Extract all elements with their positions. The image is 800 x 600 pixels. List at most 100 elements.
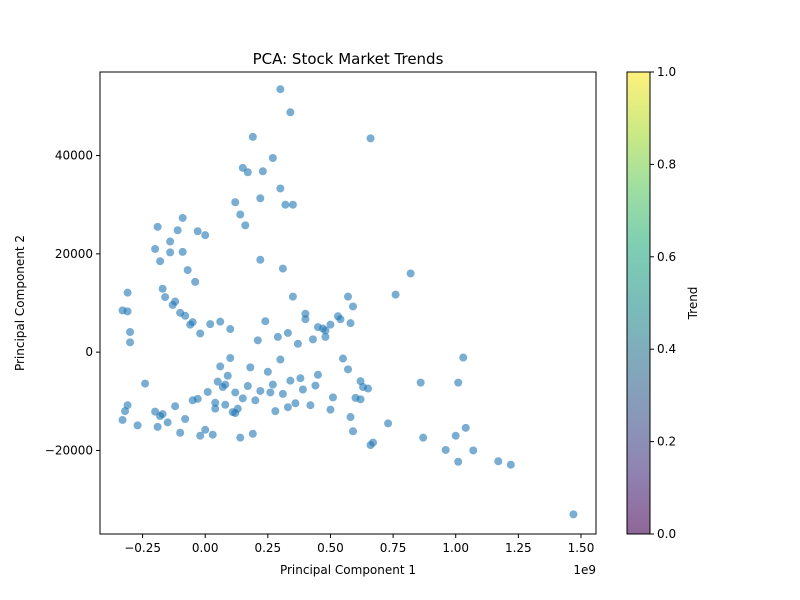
scatter-point bbox=[213, 377, 222, 386]
x-tick-label: 1.25 bbox=[505, 541, 532, 555]
scatter-point bbox=[193, 394, 202, 403]
scatter-point bbox=[183, 266, 192, 275]
scatter-point bbox=[141, 379, 150, 388]
scatter-point bbox=[366, 134, 375, 143]
scatter-point bbox=[391, 290, 400, 299]
scatter-point bbox=[246, 363, 255, 372]
y-tick-label: 20000 bbox=[55, 247, 93, 261]
colorbar-tick-label: 0.0 bbox=[657, 527, 676, 541]
scatter-point bbox=[268, 154, 277, 163]
scatter-point bbox=[118, 415, 127, 424]
scatter-point bbox=[271, 407, 280, 416]
scatter-point bbox=[178, 247, 187, 256]
scatter-point bbox=[181, 414, 190, 423]
scatter-point bbox=[268, 380, 277, 389]
scatter-point bbox=[461, 423, 470, 432]
scatter-point bbox=[151, 244, 160, 253]
scatter-point bbox=[226, 325, 235, 334]
x-tick-label: 0.75 bbox=[380, 541, 407, 555]
scatter-point bbox=[203, 387, 212, 396]
scatter-point bbox=[278, 264, 287, 273]
scatter-point bbox=[291, 399, 300, 408]
scatter-point bbox=[569, 510, 578, 519]
scatter-point bbox=[253, 336, 262, 345]
plot-frame bbox=[99, 71, 597, 535]
scatter-point bbox=[349, 427, 358, 436]
y-axis-label: Principal Component 2 bbox=[13, 235, 27, 371]
y-tick-label: 40000 bbox=[55, 149, 93, 163]
scatter-point bbox=[153, 222, 162, 231]
scatter-point bbox=[293, 339, 302, 348]
scatter-point bbox=[176, 428, 185, 437]
scatter-point bbox=[356, 395, 365, 404]
scatter-point bbox=[158, 410, 167, 419]
scatter-point bbox=[283, 328, 292, 337]
scatter-point bbox=[178, 213, 187, 222]
y-tick-label: −20000 bbox=[45, 443, 93, 457]
x-tick-label: 0.50 bbox=[317, 541, 344, 555]
scatter-point bbox=[384, 419, 393, 428]
scatter-point bbox=[223, 371, 232, 380]
scatter-point bbox=[494, 457, 503, 466]
scatter-point bbox=[226, 354, 235, 363]
scatter-point bbox=[276, 184, 285, 193]
scatter-point bbox=[276, 355, 285, 364]
scatter-point bbox=[238, 394, 247, 403]
scatter-point bbox=[196, 329, 205, 338]
scatter-point bbox=[506, 460, 515, 469]
scatter-point bbox=[156, 257, 165, 266]
scatter-point bbox=[166, 248, 175, 257]
scatter-point bbox=[241, 221, 250, 230]
scatter-point bbox=[166, 237, 175, 246]
scatter-point bbox=[298, 385, 307, 394]
colorbar-tick-label: 0.8 bbox=[657, 157, 676, 171]
scatter-point bbox=[221, 400, 230, 409]
scatter-point bbox=[263, 367, 272, 376]
scatter-point bbox=[313, 370, 322, 379]
y-axis-ticks: −20000 0 20000 40000 bbox=[45, 149, 100, 457]
scatter-point bbox=[196, 431, 205, 440]
scatter-point bbox=[306, 401, 315, 410]
x-axis-label: Principal Component 1 bbox=[280, 563, 416, 577]
scatter-point bbox=[346, 413, 355, 422]
scatter-point bbox=[296, 374, 305, 383]
scatter-point bbox=[288, 292, 297, 301]
scatter-point bbox=[216, 317, 225, 326]
scatter-point bbox=[248, 132, 257, 141]
scatter-point bbox=[301, 315, 310, 324]
scatter-point bbox=[153, 422, 162, 431]
scatter-point bbox=[208, 430, 217, 439]
scatter-point bbox=[326, 405, 335, 414]
scatter-point bbox=[231, 198, 240, 207]
scatter-point bbox=[278, 389, 287, 398]
scatter-point bbox=[133, 421, 142, 430]
scatter-points bbox=[118, 85, 578, 519]
scatter-point bbox=[266, 388, 275, 397]
scatter-point bbox=[248, 429, 257, 438]
scatter-point bbox=[273, 332, 282, 341]
scatter-point bbox=[231, 388, 240, 397]
x-tick-label: 0.25 bbox=[254, 541, 281, 555]
scatter-point bbox=[338, 354, 347, 363]
scatter-point bbox=[243, 382, 252, 391]
scatter-point bbox=[454, 457, 463, 466]
scatter-point bbox=[256, 255, 265, 264]
scatter-point bbox=[441, 445, 450, 454]
scatter-point bbox=[211, 404, 220, 413]
y-tick-label: 0 bbox=[85, 345, 93, 359]
x-tick-label: 1.00 bbox=[442, 541, 469, 555]
colorbar-label: Trend bbox=[686, 287, 700, 321]
scatter-point bbox=[283, 403, 292, 412]
scatter-point bbox=[201, 231, 210, 240]
scatter-point bbox=[171, 297, 180, 306]
scatter-point bbox=[459, 353, 468, 362]
scatter-point bbox=[346, 319, 355, 328]
scatter-point bbox=[328, 393, 337, 402]
scatter-point bbox=[321, 332, 330, 341]
scatter-point bbox=[121, 407, 130, 416]
scatter-point bbox=[123, 307, 132, 316]
scatter-point bbox=[243, 168, 252, 177]
scatter-point bbox=[406, 269, 415, 278]
scatter-point bbox=[288, 200, 297, 209]
